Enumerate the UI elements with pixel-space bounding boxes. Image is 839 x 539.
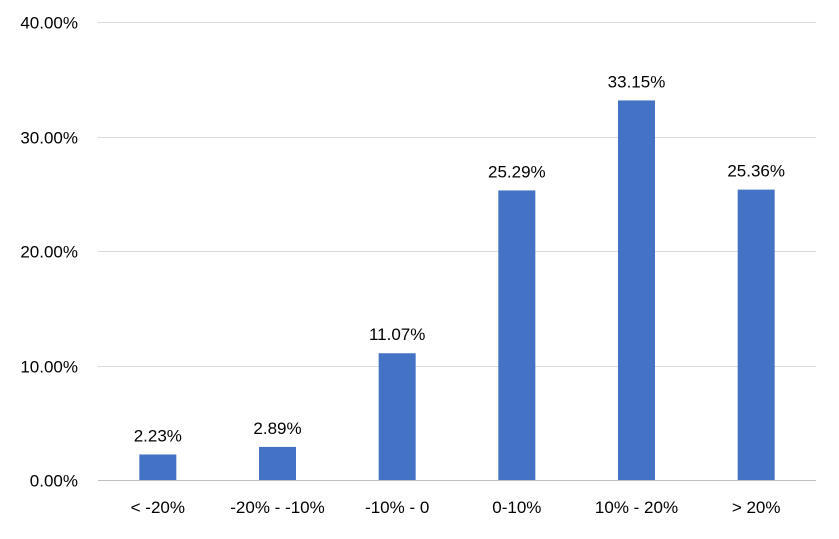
data-label: 25.29% [488, 162, 546, 181]
x-axis-category-labels: < -20% -20% - -10% -10% - 0 0-10% 10% - 20% >… [131, 498, 781, 517]
y-tick-label: 20.00% [20, 243, 78, 262]
data-label: 25.36% [727, 162, 785, 181]
y-tick-label: 40.00% [20, 14, 78, 33]
bar [618, 100, 655, 481]
data-label: 11.07% [369, 325, 425, 344]
gridlines [98, 22, 816, 481]
category-label: -10% - 0 [365, 498, 429, 517]
bar [139, 454, 177, 480]
bar [737, 189, 775, 481]
bar [378, 353, 416, 480]
y-tick-label: 0.00% [30, 472, 78, 491]
category-label: -20% - -10% [230, 498, 324, 517]
bar [259, 446, 296, 480]
category-label: > 20% [732, 498, 781, 517]
category-label: 0-10% [492, 498, 541, 517]
y-tick-label: 30.00% [20, 129, 78, 148]
category-label: < -20% [131, 498, 185, 517]
data-label: 2.23% [134, 426, 182, 445]
y-tick-label: 10.00% [20, 358, 78, 377]
bars [139, 100, 775, 481]
category-label: 10% - 20% [595, 498, 678, 517]
data-labels: 2.23% 2.89% 11.07% 25.29% 33.15% 25.36% [134, 72, 785, 445]
bar [498, 190, 536, 480]
y-axis-tick-labels: 0.00% 10.00% 20.00% 30.00% 40.00% [20, 14, 78, 491]
data-label: 2.89% [253, 419, 301, 438]
data-label: 33.15% [608, 72, 666, 91]
